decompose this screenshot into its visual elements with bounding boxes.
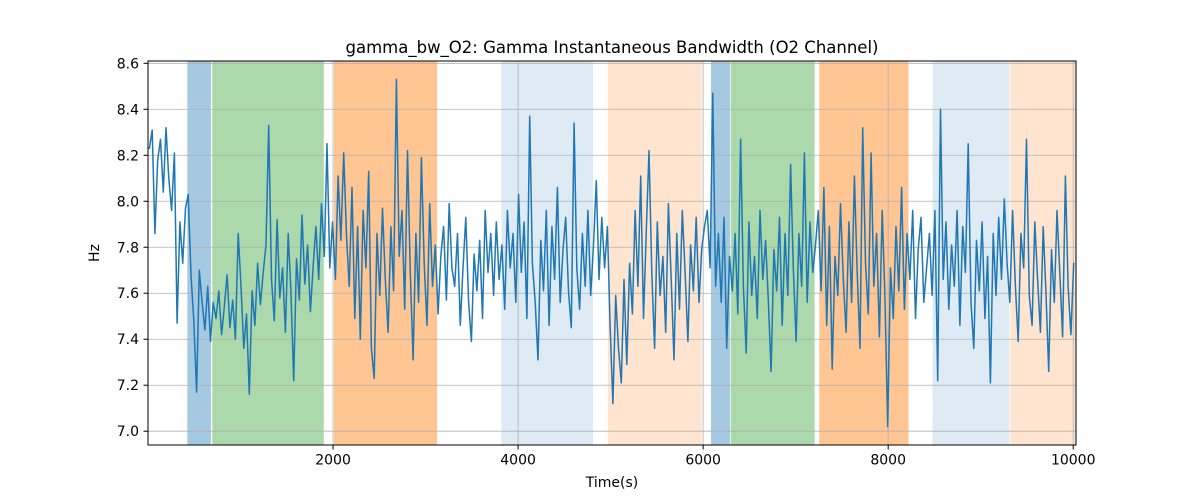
y-tick-label: 8.2 bbox=[117, 148, 139, 164]
x-tick-label: 4000 bbox=[500, 453, 536, 469]
y-tick-label: 7.0 bbox=[117, 424, 139, 440]
annotation-band-blue-pale bbox=[932, 61, 1010, 445]
annotation-band-blue-strong bbox=[187, 61, 211, 445]
x-axis-label: Time(s) bbox=[585, 475, 638, 491]
y-tick-label: 8.6 bbox=[117, 56, 139, 72]
x-tick-label: 2000 bbox=[315, 453, 351, 469]
y-tick-label: 7.8 bbox=[117, 240, 139, 256]
series-layer bbox=[148, 78, 1075, 428]
annotation-band-orange-strong bbox=[819, 61, 909, 445]
y-tick-label: 8.4 bbox=[117, 102, 139, 118]
annotation-band-blue-strong bbox=[710, 61, 730, 445]
y-tick-label: 8.0 bbox=[117, 194, 139, 210]
x-tick-label: 8000 bbox=[870, 453, 906, 469]
annotation-band-green bbox=[212, 61, 324, 445]
y-tick-label: 7.6 bbox=[117, 286, 139, 302]
y-tick-label: 7.4 bbox=[117, 332, 139, 348]
ticks-layer: 2000 4000 6000 8000 10000 7.0 7.2 7.4 7.6 7.8 8.0 8… bbox=[117, 56, 1096, 468]
x-tick-label: 10000 bbox=[1051, 453, 1096, 469]
annotation-bands-layer bbox=[187, 61, 1076, 445]
x-tick-label: 6000 bbox=[685, 453, 721, 469]
y-tick-label: 7.2 bbox=[117, 378, 139, 394]
axes-frame bbox=[147, 60, 1077, 446]
chart-title: gamma_bw_O2: Gamma Instantaneous Bandwid… bbox=[346, 38, 879, 58]
series-line-gamma_bw_O2 bbox=[148, 78, 1075, 428]
y-axis-label: Hz bbox=[87, 244, 103, 262]
annotation-band-orange-pale bbox=[607, 61, 702, 445]
